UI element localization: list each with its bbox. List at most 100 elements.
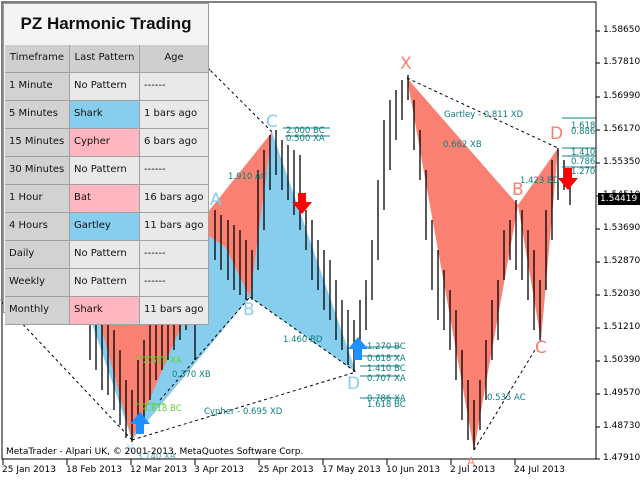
ratio-label: 1.423 BD — [520, 176, 560, 186]
price-tick-label: 1.57810 — [603, 57, 640, 67]
gartley-triangle-xab — [407, 78, 518, 450]
pattern-triangle-red-abc — [208, 132, 272, 297]
table-row[interactable]: Daily No Pattern ------ — [5, 241, 209, 269]
harmonic-dashboard-panel: PZ Harmonic Trading Timeframe Last Patte… — [3, 3, 209, 325]
price-tick-label: 1.49570 — [603, 388, 640, 398]
copyright-text: MetaTrader - Alpari UK, © 2001-2013, Met… — [6, 447, 304, 457]
time-tick-label: 2 Jul 2013 — [450, 465, 496, 475]
ratio-label: 0.500 XA — [286, 134, 325, 144]
point-label-a: A — [210, 190, 222, 210]
ratio-label: 0.370 XB — [172, 370, 211, 380]
table-row[interactable]: 30 Minutes No Pattern ------ — [5, 157, 209, 185]
table-row[interactable]: 1 Hour Bat 16 bars ago — [5, 185, 209, 213]
table-row[interactable]: 15 Minutes Cypher 6 bars ago — [5, 129, 209, 157]
header-timeframe: Timeframe — [5, 45, 70, 72]
price-tick-label: 1.50390 — [603, 355, 640, 365]
pattern-cell: Shark — [70, 101, 140, 128]
time-axis-ticks — [2, 459, 516, 465]
timeframe-cell: Weekly — [5, 269, 70, 296]
time-tick-label: 25 Apr 2013 — [258, 465, 314, 475]
gartley-point-a: A — [467, 455, 476, 469]
ratio-label: 0.786 — [571, 157, 596, 167]
table-row[interactable]: Monthly Shark 11 bars ago — [5, 297, 209, 325]
ratio-label: 1.618 BC — [367, 400, 406, 410]
pattern-cell: Shark — [70, 297, 140, 324]
ratio-label: 4.618 BC — [143, 404, 182, 414]
table-row[interactable]: 5 Minutes Shark 1 bars ago — [5, 101, 209, 129]
pattern-cell: Bat — [70, 185, 140, 212]
ratio-label: 3.140 XA — [137, 452, 176, 462]
ratio-label: 0.618 XA — [367, 354, 406, 364]
timeframe-cell: 30 Minutes — [5, 157, 70, 184]
panel-title: PZ Harmonic Trading — [20, 14, 192, 33]
price-tick-label: 1.48730 — [603, 421, 640, 431]
age-cell: 16 bars ago — [140, 185, 209, 212]
pattern-cell: No Pattern — [70, 157, 140, 184]
gartley-point-b: B — [512, 180, 524, 200]
point-label-c: C — [266, 112, 278, 132]
pattern-table: Timeframe Last Pattern Age 1 Minute No P… — [5, 45, 209, 325]
gartley-point-c: C — [535, 338, 547, 358]
ratio-label: 2.618 XA — [143, 356, 182, 366]
price-tick-label: 1.56170 — [603, 124, 640, 134]
timeframe-cell: 15 Minutes — [5, 129, 70, 156]
timeframe-cell: Monthly — [5, 297, 70, 324]
ratio-label: 0.786 XA — [367, 394, 406, 404]
price-tick-label: 1.52030 — [603, 289, 640, 299]
price-tick-label: 1.51210 — [603, 322, 640, 332]
pattern-cell: No Pattern — [70, 73, 140, 100]
table-row[interactable]: Weekly No Pattern ------ — [5, 269, 209, 297]
table-row[interactable]: 4 Hours Gartley 11 bars ago — [5, 213, 209, 241]
ratio-label: 1.618 — [571, 121, 596, 131]
pattern-cell: Cypher — [70, 129, 140, 156]
ratio-label: 1.410 — [571, 148, 596, 158]
ratio-label: 2.000 BC — [286, 126, 325, 136]
price-axis-ticks — [595, 2, 600, 460]
time-tick-label: 3 Apr 2013 — [194, 465, 244, 475]
ratio-label: 1.270 BC — [367, 342, 406, 352]
time-tick-label: 18 Feb 2013 — [66, 465, 123, 475]
ratio-label: 0.535 AC — [487, 393, 526, 403]
price-tick-label: 1.52870 — [603, 256, 640, 266]
sell-arrow-icon — [292, 168, 578, 214]
age-cell: 11 bars ago — [140, 213, 209, 240]
time-tick-label: 17 May 2013 — [322, 465, 381, 475]
point-label-d: D — [347, 374, 361, 394]
ratio-label: 0.707 XA — [367, 374, 406, 384]
header-last-pattern: Last Pattern — [70, 45, 140, 72]
age-cell: 11 bars ago — [140, 297, 209, 324]
ratio-guide-lines — [283, 117, 596, 399]
gartley-triangle-bcd — [518, 148, 558, 340]
table-header-row: Timeframe Last Pattern Age — [5, 45, 209, 73]
ratio-label: 1.270 — [571, 167, 596, 177]
gartley-point-x: X — [400, 54, 412, 74]
price-tick-label: 1.58650 — [603, 25, 640, 35]
current-price-marker: 1.54419 — [598, 193, 640, 205]
point-label-x: X — [126, 442, 135, 456]
price-tick-label: 1.55350 — [603, 157, 640, 167]
ratio-label: 0.662 XB — [443, 140, 482, 150]
table-row[interactable]: 1 Minute No Pattern ------ — [5, 73, 209, 101]
time-tick-label: 24 Jul 2013 — [514, 465, 565, 475]
age-cell: ------ — [140, 73, 209, 100]
price-tick-label: 1.53690 — [603, 223, 640, 233]
pattern-cell: No Pattern — [70, 269, 140, 296]
age-cell: 6 bars ago — [140, 129, 209, 156]
gartley-point-d: D — [550, 124, 564, 144]
age-cell: ------ — [140, 269, 209, 296]
timeframe-cell: 4 Hours — [5, 213, 70, 240]
time-tick-label: 25 Jan 2013 — [2, 465, 56, 475]
ratio-label: 1.460 BD — [283, 335, 323, 345]
ratio-label: 1.410 BC — [367, 364, 406, 374]
age-cell: ------ — [140, 157, 209, 184]
ratio-label: Cypher - 0.695 XD — [204, 407, 283, 417]
pattern-cell: Gartley — [70, 213, 140, 240]
time-tick-label: 12 Mar 2013 — [130, 465, 188, 475]
timeframe-cell: 1 Hour — [5, 185, 70, 212]
age-cell: 1 bars ago — [140, 101, 209, 128]
pattern-cell: No Pattern — [70, 241, 140, 268]
price-tick-label: 1.47910 — [603, 453, 640, 463]
point-label-b: B — [243, 300, 255, 320]
ratio-label: 1.910 AC — [228, 172, 267, 182]
buy-arrow-icon — [130, 337, 368, 434]
